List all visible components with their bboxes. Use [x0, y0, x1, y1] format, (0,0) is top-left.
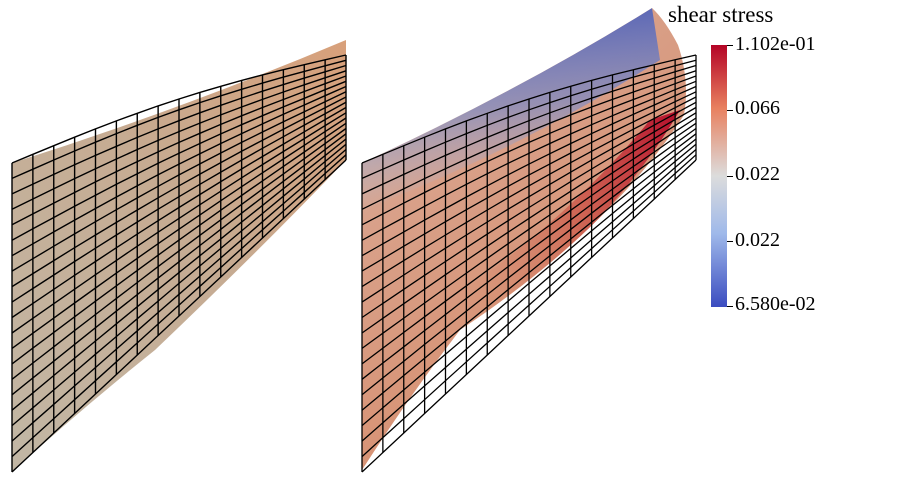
mesh-row-line — [11, 75, 347, 226]
mesh-row-line — [361, 106, 697, 319]
tick-mark — [727, 306, 733, 307]
mesh-row-line — [11, 70, 347, 210]
mesh-row-line — [361, 75, 697, 226]
mesh-row-line — [361, 112, 697, 334]
mesh-row-line — [361, 85, 697, 257]
mesh-row-line — [11, 101, 347, 303]
mesh-row-line — [11, 127, 347, 380]
mesh-row-line — [361, 80, 697, 241]
mesh-row-line — [361, 101, 697, 303]
right-grid-lines — [361, 54, 697, 473]
mesh-row-line — [11, 122, 347, 365]
mesh-row-line — [11, 143, 347, 427]
color-scale-bar — [711, 45, 727, 307]
mesh-row-line — [361, 59, 697, 179]
mesh-row-line — [11, 112, 347, 334]
legend-label-4: 0.022 — [735, 229, 780, 251]
mesh-row-line — [11, 159, 347, 473]
tick-mark — [727, 45, 733, 46]
left-grid-lines — [11, 54, 347, 473]
legend-max-label: 1.102e-01 — [735, 33, 816, 55]
mesh-row-line — [11, 91, 347, 272]
mesh-row-line — [361, 122, 697, 365]
mesh-row-line — [11, 64, 347, 195]
legend-label-3: 0.022 — [735, 163, 780, 185]
mesh-row-line — [11, 59, 347, 180]
mesh-row-line — [11, 148, 347, 442]
mesh-row-line — [11, 54, 347, 164]
right-mesh-panel — [361, 8, 697, 473]
mesh-row-line — [361, 133, 697, 396]
legend-title: shear stress — [668, 2, 774, 27]
right-surface — [362, 8, 686, 470]
mesh-row-line — [11, 85, 347, 257]
mesh-row-line — [11, 106, 347, 319]
mesh-row-line — [361, 154, 697, 458]
mesh-row-line — [11, 154, 347, 458]
left-mesh-panel — [11, 40, 347, 473]
tension-band — [420, 110, 680, 330]
tick-mark — [727, 110, 733, 111]
mesh-row-line — [361, 138, 697, 411]
mesh-row-line — [361, 54, 697, 164]
mesh-row-line — [361, 117, 697, 349]
mesh-row-line — [361, 70, 697, 210]
mesh-row-line — [361, 149, 697, 442]
mesh-row-line — [11, 117, 347, 349]
mesh-row-line — [361, 143, 697, 427]
mesh-row-line — [361, 159, 697, 473]
mesh-row-line — [11, 133, 347, 396]
legend-min-label: 6.580e-02 — [735, 293, 816, 315]
tick-mark — [727, 241, 733, 242]
mesh-row-line — [361, 96, 697, 288]
mesh-row-line — [11, 80, 347, 241]
mesh-row-line — [361, 64, 697, 195]
mesh-row-line — [361, 91, 697, 272]
legend-label-2: 0.066 — [735, 97, 780, 119]
mesh-row-line — [11, 96, 347, 288]
mesh-row-line — [361, 127, 697, 380]
mesh-row-line — [11, 138, 347, 411]
tick-mark — [727, 176, 733, 177]
